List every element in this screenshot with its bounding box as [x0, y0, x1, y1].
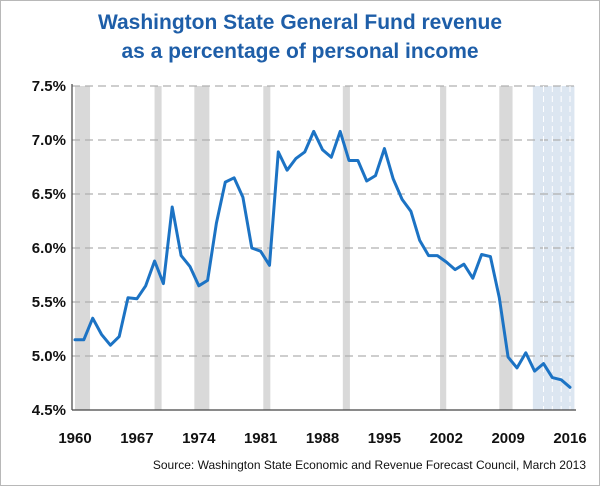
y-tick-label: 7.5% — [32, 78, 66, 95]
series-group — [73, 129, 572, 389]
x-tick-label: 2009 — [491, 430, 524, 447]
recession-band — [154, 86, 162, 410]
source-note: Source: Washington State Economic and Re… — [152, 458, 586, 472]
y-tick-label: 5.0% — [32, 348, 66, 365]
y-tick-label: 6.5% — [32, 186, 66, 203]
x-tick-label: 1967 — [120, 430, 153, 447]
axes — [71, 84, 576, 411]
x-tick-label: 1988 — [306, 430, 339, 447]
recession-band — [263, 86, 271, 410]
y-tick-labels: 7.5% 7.0% 6.5% 6.0% 5.5% 5.0% 4.5% — [32, 78, 66, 419]
y-tick-label: 4.5% — [32, 402, 66, 419]
y-tick-label: 6.0% — [32, 240, 66, 257]
y-tick-label: 7.0% — [32, 132, 66, 149]
x-tick-labels: 1960 1967 1974 1981 1988 1995 2002 2009 2016 — [58, 430, 586, 447]
x-tick-label: 1960 — [58, 430, 91, 447]
x-tick-label: 1981 — [244, 430, 277, 447]
recession-band — [194, 86, 210, 410]
chart-title-line-1: Washington State General Fund revenue — [97, 11, 503, 34]
gridlines — [72, 85, 576, 410]
recession-band — [75, 86, 91, 410]
x-tick-label: 1974 — [182, 430, 216, 447]
x-tick-label: 2002 — [430, 430, 463, 447]
y-tick-label: 5.5% — [32, 294, 66, 311]
chart-title-line-2: as a percentage of personal income — [121, 40, 479, 63]
chart-title: Washington State General Fund revenue as… — [0, 8, 600, 66]
x-tick-label: 1995 — [368, 430, 401, 447]
series-line — [73, 129, 572, 389]
x-tick-label: 2016 — [553, 430, 586, 447]
